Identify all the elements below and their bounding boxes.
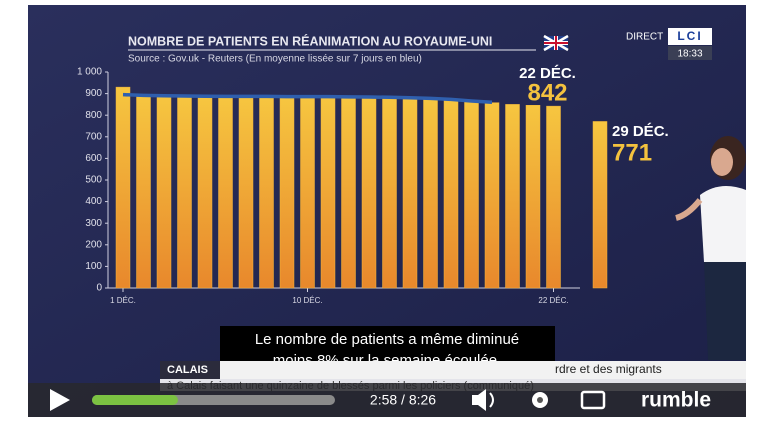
fullscreen-button[interactable]: [580, 390, 606, 410]
uk-flag: [544, 36, 568, 50]
bar: [423, 98, 438, 289]
ticker-tag-box: [160, 361, 220, 379]
y-tick-label: 400: [85, 196, 102, 207]
bar: [484, 102, 500, 289]
live-label: DIRECT: [626, 32, 663, 43]
bar: [197, 96, 213, 289]
y-tick-label: 500: [85, 175, 102, 186]
bar: [156, 95, 172, 289]
play-button[interactable]: [50, 389, 70, 411]
y-tick-label: 100: [85, 261, 102, 272]
bar: [382, 96, 397, 289]
y-tick-label: 1 000: [77, 67, 102, 78]
volume-button[interactable]: [472, 389, 486, 411]
bar: [238, 95, 254, 289]
bar: [218, 96, 233, 289]
callout-date: 29 DÉC.: [612, 123, 669, 140]
presenter: [675, 136, 746, 360]
bar: [279, 96, 295, 289]
player-brand[interactable]: rumble: [641, 389, 711, 412]
bar: [402, 97, 418, 289]
player-time: 2:58 / 8:26: [370, 392, 436, 408]
bar: [443, 98, 459, 289]
chart: NOMBRE DE PATIENTS EN RÉANIMATION AU ROY…: [77, 33, 669, 305]
y-tick-label: 900: [85, 88, 102, 99]
bar: [136, 95, 151, 289]
bar: [505, 104, 520, 289]
clock-box: [668, 46, 712, 60]
bar: [525, 105, 541, 289]
subtitle-line: Le nombre de patients a même diminué: [255, 331, 519, 348]
chart-subtitle: Source : Gov.uk - Reuters (En moyenne li…: [128, 54, 422, 65]
y-tick-label: 0: [96, 283, 102, 294]
callout-date: 22 DÉC.: [519, 65, 576, 82]
chart-title: NOMBRE DE PATIENTS EN RÉANIMATION AU ROY…: [128, 33, 492, 48]
y-tick-label: 300: [85, 218, 102, 229]
y-tick-label: 600: [85, 153, 102, 164]
ticker-tag: CALAIS: [167, 364, 208, 376]
channel-logo-text: LCI: [677, 29, 702, 43]
bar: [464, 100, 479, 289]
bar: [592, 121, 608, 289]
bar: [300, 95, 315, 289]
clock: 18:33: [677, 49, 702, 60]
x-tick-label: 1 DÉC.: [110, 296, 136, 305]
bar: [320, 95, 336, 289]
callout-value: 771: [612, 139, 652, 166]
y-tick-label: 800: [85, 110, 102, 121]
bar: [177, 96, 192, 289]
settings-button: [537, 397, 543, 403]
x-tick-label: 10 DÉC.: [292, 296, 322, 305]
average-line: [122, 92, 493, 104]
channel-logo: [668, 28, 712, 45]
bar: [361, 97, 377, 289]
bar: [115, 86, 131, 289]
y-tick-label: 200: [85, 239, 102, 250]
y-tick-label: 700: [85, 131, 102, 142]
ticker-band: [160, 361, 746, 379]
volume-button: [489, 392, 494, 408]
bar: [341, 96, 356, 289]
callout-value: 842: [527, 79, 567, 106]
bar: [546, 105, 561, 289]
progress-fill: [92, 395, 178, 405]
x-tick-label: 22 DÉC.: [538, 296, 568, 305]
bar: [259, 96, 274, 289]
ticker-headline: rdre et des migrants: [555, 362, 662, 376]
